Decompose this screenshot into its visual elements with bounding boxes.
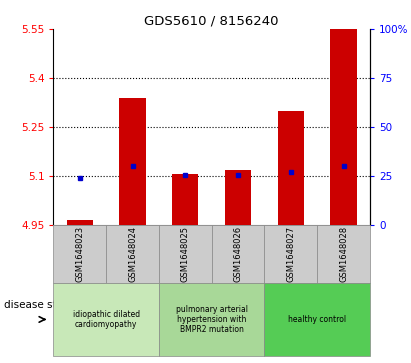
Text: GSM1648026: GSM1648026: [233, 226, 242, 282]
Text: GSM1648025: GSM1648025: [181, 226, 190, 282]
Bar: [277, 111, 304, 225]
Bar: [119, 98, 146, 225]
Text: pulmonary arterial
hypertension with
BMPR2 mutation: pulmonary arterial hypertension with BMP…: [175, 305, 248, 334]
Bar: [225, 170, 251, 225]
Text: idiopathic dilated
cardiomyopathy: idiopathic dilated cardiomyopathy: [73, 310, 140, 329]
Text: healthy control: healthy control: [288, 315, 346, 324]
Text: GSM1648027: GSM1648027: [286, 226, 295, 282]
Text: GSM1648028: GSM1648028: [339, 226, 348, 282]
Bar: [330, 29, 357, 225]
Bar: [67, 220, 93, 225]
Text: disease state: disease state: [4, 300, 74, 310]
Text: GSM1648024: GSM1648024: [128, 226, 137, 282]
Bar: [172, 174, 199, 225]
Text: GSM1648023: GSM1648023: [75, 226, 84, 282]
Title: GDS5610 / 8156240: GDS5610 / 8156240: [144, 15, 279, 28]
